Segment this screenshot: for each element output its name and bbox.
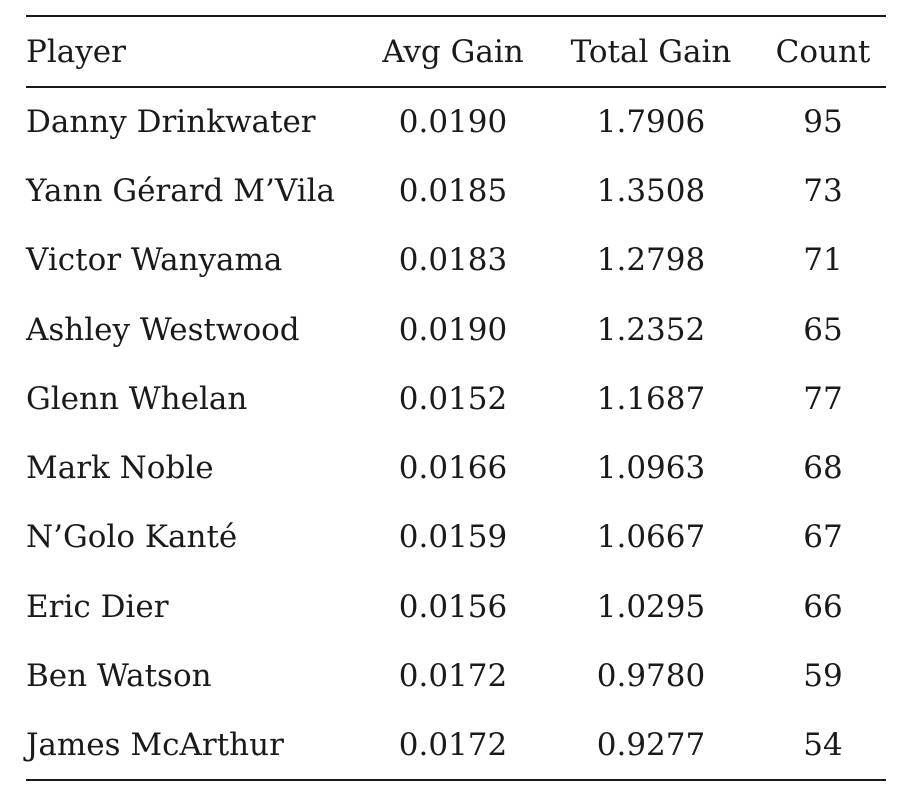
table-header-rule xyxy=(26,86,886,88)
cell-count: 66 xyxy=(803,588,843,625)
cell-avg-gain: 0.0185 xyxy=(398,172,508,209)
cell-count: 71 xyxy=(803,242,843,279)
cell-total-gain: 1.3508 xyxy=(596,172,706,209)
cell-count: 65 xyxy=(803,311,843,348)
table-row: Ben Watson 0.0172 0.9780 59 xyxy=(26,641,886,710)
cell-total-gain: 0.9780 xyxy=(596,658,706,695)
header-row: Player Avg Gain Total Gain Count xyxy=(26,17,886,87)
cell-total-gain: 1.2352 xyxy=(596,311,706,348)
cell-avg-gain: 0.0166 xyxy=(398,450,508,487)
cell-player: Danny Drinkwater xyxy=(26,103,316,140)
cell-player: Glenn Whelan xyxy=(26,380,248,417)
cell-total-gain: 1.0667 xyxy=(596,519,706,556)
cell-total-gain: 1.0295 xyxy=(596,588,706,625)
table-row: James McArthur 0.0172 0.9277 54 xyxy=(26,711,886,780)
cell-total-gain: 1.1687 xyxy=(596,380,706,417)
table-bottom-rule xyxy=(26,779,886,781)
cell-count: 68 xyxy=(803,450,843,487)
cell-player: N’Golo Kanté xyxy=(26,519,238,556)
table-row: Victor Wanyama 0.0183 1.2798 71 xyxy=(26,226,886,295)
table-row: Ashley Westwood 0.0190 1.2352 65 xyxy=(26,295,886,364)
cell-total-gain: 1.0963 xyxy=(596,450,706,487)
table-row: Yann Gérard M’Vila 0.0185 1.3508 73 xyxy=(26,156,886,225)
cell-player: Ben Watson xyxy=(26,658,212,695)
cell-player: Yann Gérard M’Vila xyxy=(26,172,336,209)
table-row: N’Golo Kanté 0.0159 1.0667 67 xyxy=(26,503,886,572)
table-row: Danny Drinkwater 0.0190 1.7906 95 xyxy=(26,87,886,156)
cell-count: 59 xyxy=(803,658,843,695)
cell-avg-gain: 0.0156 xyxy=(398,588,508,625)
cell-avg-gain: 0.0172 xyxy=(398,658,508,695)
cell-player: Ashley Westwood xyxy=(26,311,300,348)
cell-count: 67 xyxy=(803,519,843,556)
cell-count: 77 xyxy=(803,380,843,417)
cell-player: Mark Noble xyxy=(26,450,214,487)
cell-avg-gain: 0.0190 xyxy=(398,103,508,140)
column-header-avg-gain: Avg Gain xyxy=(382,34,524,70)
cell-avg-gain: 0.0152 xyxy=(398,380,508,417)
cell-count: 95 xyxy=(803,103,843,140)
table-header: Player Avg Gain Total Gain Count xyxy=(26,17,886,87)
cell-player: James McArthur xyxy=(26,727,284,764)
player-gain-table: Player Avg Gain Total Gain Count Danny D… xyxy=(26,17,886,780)
cell-total-gain: 0.9277 xyxy=(596,727,706,764)
table-row: Glenn Whelan 0.0152 1.1687 77 xyxy=(26,364,886,433)
cell-avg-gain: 0.0159 xyxy=(398,519,508,556)
table-top-rule xyxy=(26,15,886,17)
table-row: Mark Noble 0.0166 1.0963 68 xyxy=(26,433,886,502)
column-header-count: Count xyxy=(775,34,871,70)
column-header-total-gain: Total Gain xyxy=(570,34,732,70)
table-body: Danny Drinkwater 0.0190 1.7906 95 Yann Gérar… xyxy=(26,87,886,780)
cell-total-gain: 1.2798 xyxy=(596,242,706,279)
cell-count: 73 xyxy=(803,172,843,209)
cell-avg-gain: 0.0172 xyxy=(398,727,508,764)
cell-count: 54 xyxy=(803,727,843,764)
column-header-player: Player xyxy=(26,34,126,70)
cell-player: Eric Dier xyxy=(26,588,169,625)
cell-total-gain: 1.7906 xyxy=(596,103,706,140)
table-row: Eric Dier 0.0156 1.0295 66 xyxy=(26,572,886,641)
cell-player: Victor Wanyama xyxy=(26,242,283,279)
cell-avg-gain: 0.0190 xyxy=(398,311,508,348)
cell-avg-gain: 0.0183 xyxy=(398,242,508,279)
